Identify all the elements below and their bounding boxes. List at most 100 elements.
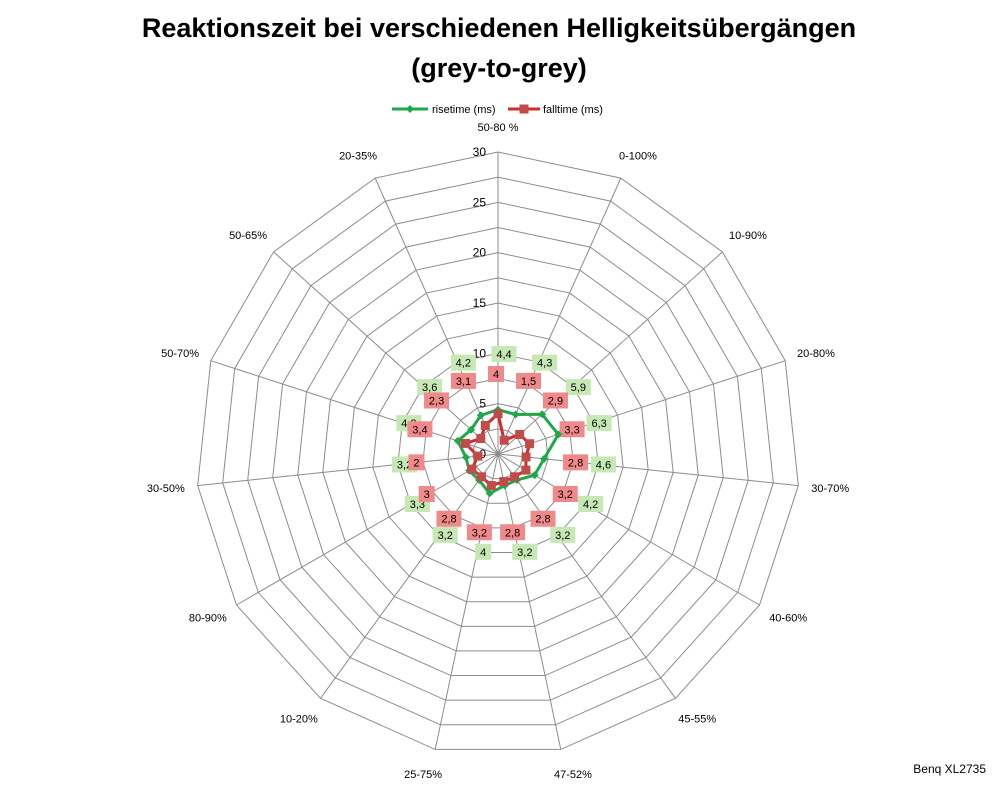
- falltime-data-label-bg: [559, 421, 585, 438]
- risetime-point: [530, 471, 539, 480]
- grid-ring: [272, 226, 724, 677]
- falltime-data-label-bg: [466, 524, 492, 541]
- falltime-data-label: 2,3: [429, 395, 444, 407]
- falltime-data-label-bg: [530, 510, 556, 527]
- category-label: 10-20%: [280, 714, 318, 726]
- grid-spoke: [497, 453, 760, 606]
- grid-spoke: [497, 453, 676, 699]
- category-label: 20-80%: [797, 348, 835, 360]
- falltime-data-label: 2: [413, 457, 419, 469]
- category-label: 20-35%: [339, 150, 377, 162]
- legend-risetime-label: risetime (ms): [432, 104, 496, 116]
- risetime-point: [476, 411, 485, 420]
- falltime-data-label: 2,9: [548, 395, 563, 407]
- grid-ring: [447, 403, 549, 504]
- falltime-point: [467, 464, 477, 474]
- falltime-data-label-group: 2,8: [500, 524, 526, 541]
- grid-ring: [247, 201, 749, 701]
- tick-label: 15: [473, 296, 487, 310]
- falltime-data-label: 2,8: [535, 514, 550, 526]
- source-label: Benq XL2735: [913, 762, 986, 776]
- risetime-data-label: 6,3: [591, 418, 606, 430]
- tick-label: 20: [473, 246, 487, 260]
- risetime-data-label: 5,9: [571, 382, 586, 394]
- falltime-data-label: 3,2: [558, 489, 573, 501]
- risetime-data-label-group: 4,4: [491, 346, 517, 362]
- tick-label: 25: [473, 195, 487, 209]
- falltime-point: [486, 481, 496, 491]
- risetime-data-label-group: 5,9: [565, 379, 591, 396]
- category-label: 10-90%: [729, 230, 767, 242]
- risetime-data-label-bg: [532, 354, 558, 371]
- grid-spoke: [497, 360, 786, 455]
- grid-spoke: [434, 453, 499, 750]
- risetime-data-label-bg: [550, 526, 576, 543]
- risetime-data-label-group: 3,2: [550, 526, 576, 543]
- risetime-point: [554, 430, 563, 439]
- category-label: 50-70%: [161, 348, 199, 360]
- category-label: 0-100%: [619, 150, 657, 162]
- risetime-data-label: 3,6: [422, 382, 437, 394]
- falltime-point: [493, 409, 503, 419]
- grid-ring: [297, 252, 699, 652]
- falltime-data-label-bg: [563, 454, 589, 471]
- falltime-data-label-group: 3,4: [407, 421, 433, 438]
- falltime-point: [525, 439, 535, 449]
- legend-falltime-label: falltime (ms): [543, 104, 603, 116]
- falltime-data-label-bg: [407, 421, 433, 438]
- falltime-data-label: 3,2: [472, 527, 487, 539]
- falltime-data-label-group: 3: [418, 486, 435, 502]
- risetime-data-label-bg: [512, 543, 538, 560]
- risetime-data-label-bg: [432, 526, 458, 543]
- category-label: 30-50%: [147, 483, 185, 495]
- falltime-data-label-bg: [488, 366, 504, 382]
- falltime-point: [473, 451, 483, 461]
- falltime-data-label-bg: [424, 392, 450, 409]
- falltime-data-label-group: 2,8: [563, 454, 589, 471]
- falltime-data-label-group: 3,2: [466, 524, 492, 541]
- risetime-data-label-bg: [565, 379, 591, 396]
- falltime-data-label: 2,8: [568, 457, 583, 469]
- tick-label: 10: [473, 346, 487, 360]
- risetime-data-label-bg: [590, 456, 616, 473]
- risetime-data-label: 3,2: [438, 530, 453, 542]
- risetime-data-label: 4,6: [596, 459, 611, 471]
- falltime-data-label: 3: [424, 489, 430, 501]
- chart-title-line1: Reaktionszeit bei verschiedenen Helligke…: [141, 13, 857, 43]
- category-label: 47-52%: [554, 769, 592, 781]
- falltime-data-label: 4: [493, 369, 499, 381]
- risetime-data-label-bg: [475, 543, 492, 560]
- tick-label: 5: [479, 397, 486, 411]
- falltime-point: [521, 452, 531, 462]
- risetime-point: [511, 410, 520, 419]
- falltime-point: [480, 420, 490, 430]
- tick-label: 30: [473, 145, 487, 159]
- risetime-data-label: 3,2: [397, 459, 412, 471]
- falltime-data-label: 2,8: [505, 527, 520, 539]
- falltime-point: [476, 434, 486, 444]
- risetime-data-label: 4,2: [456, 358, 471, 370]
- falltime-point: [510, 472, 520, 482]
- risetime-data-label-group: 4,6: [590, 456, 616, 473]
- grid-ring: [372, 327, 624, 578]
- falltime-data-label-group: 2: [408, 454, 425, 471]
- risetime-line: [456, 408, 560, 495]
- falltime-data-label-group: 4: [488, 366, 504, 382]
- grid-spoke: [320, 453, 499, 699]
- grid-spoke: [236, 453, 499, 606]
- category-label: 30-70%: [811, 483, 849, 495]
- falltime-data-label-bg: [552, 486, 578, 502]
- falltime-line: [463, 412, 532, 488]
- risetime-data-label: 4,2: [583, 499, 598, 511]
- grid-ring: [222, 176, 774, 726]
- falltime-data-label-bg: [500, 524, 526, 541]
- grid-spoke: [497, 177, 622, 455]
- falltime-data-label-group: 2,3: [424, 392, 450, 409]
- tick-label: 0: [479, 447, 486, 461]
- falltime-data-label: 3,1: [456, 376, 471, 388]
- risetime-point: [467, 425, 476, 434]
- risetime-data-label-bg: [491, 346, 517, 362]
- falltime-data-label-bg: [408, 454, 425, 471]
- risetime-data-label-group: 3,6: [417, 379, 443, 396]
